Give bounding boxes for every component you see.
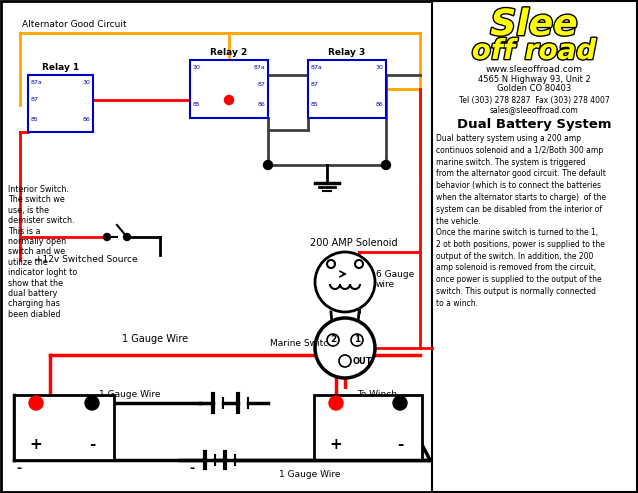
Text: 87: 87 bbox=[311, 82, 319, 87]
Text: 30: 30 bbox=[82, 80, 90, 85]
Circle shape bbox=[29, 396, 43, 410]
Circle shape bbox=[355, 260, 363, 268]
Text: OUT: OUT bbox=[353, 356, 373, 365]
Text: Golden CO 80403: Golden CO 80403 bbox=[497, 84, 571, 93]
Text: 86: 86 bbox=[82, 117, 90, 122]
Circle shape bbox=[351, 334, 363, 346]
Text: 30: 30 bbox=[193, 65, 201, 70]
Text: To Winch: To Winch bbox=[357, 390, 397, 399]
Text: Alternator Good Circuit: Alternator Good Circuit bbox=[22, 20, 126, 29]
Circle shape bbox=[327, 334, 339, 346]
Text: 87a: 87a bbox=[253, 65, 265, 70]
Circle shape bbox=[103, 234, 110, 241]
Circle shape bbox=[329, 396, 343, 410]
Text: Dual Battery System: Dual Battery System bbox=[457, 118, 611, 131]
Text: Relay 3: Relay 3 bbox=[329, 48, 366, 57]
Text: Relay 2: Relay 2 bbox=[211, 48, 248, 57]
Text: Slee: Slee bbox=[491, 8, 577, 42]
Text: 1 Gauge Wire: 1 Gauge Wire bbox=[100, 390, 161, 399]
Circle shape bbox=[124, 234, 131, 241]
Circle shape bbox=[225, 96, 234, 105]
FancyBboxPatch shape bbox=[432, 1, 637, 492]
Circle shape bbox=[382, 161, 390, 170]
FancyBboxPatch shape bbox=[14, 395, 114, 460]
Text: 85: 85 bbox=[311, 102, 319, 107]
Text: Once the marine switch is turned to the 1,
2 ot both positions, power is supplie: Once the marine switch is turned to the … bbox=[436, 228, 605, 308]
Text: 1 Gauge Wire: 1 Gauge Wire bbox=[122, 334, 188, 344]
Text: 87a: 87a bbox=[31, 80, 43, 85]
Circle shape bbox=[339, 355, 351, 367]
Text: 6 Gauge
wire: 6 Gauge wire bbox=[376, 270, 414, 289]
Text: 30: 30 bbox=[375, 65, 383, 70]
FancyBboxPatch shape bbox=[314, 395, 422, 460]
Text: 86: 86 bbox=[257, 102, 265, 107]
Text: +: + bbox=[29, 437, 42, 452]
Text: 4565 N Highway 93, Unit 2: 4565 N Highway 93, Unit 2 bbox=[478, 75, 590, 84]
Text: 2: 2 bbox=[330, 336, 336, 345]
Text: Relay 1: Relay 1 bbox=[42, 63, 79, 72]
FancyBboxPatch shape bbox=[190, 60, 268, 118]
Text: Dual battery system using a 200 amp
continuos solenoid and a 1/2/Both 300 amp
ma: Dual battery system using a 200 amp cont… bbox=[436, 134, 606, 226]
Text: Marine Switch: Marine Switch bbox=[270, 339, 334, 348]
Text: Interior Switch.
The switch we
use, is the
demister switch.
This is a
normally o: Interior Switch. The switch we use, is t… bbox=[8, 185, 77, 319]
Text: -: - bbox=[190, 462, 195, 475]
FancyBboxPatch shape bbox=[28, 75, 93, 132]
Text: sales@sleeoffroad.com: sales@sleeoffroad.com bbox=[489, 105, 579, 114]
Circle shape bbox=[327, 260, 335, 268]
Text: 87a: 87a bbox=[311, 65, 323, 70]
Text: off road: off road bbox=[472, 37, 596, 65]
Text: 200 AMP Solenoid: 200 AMP Solenoid bbox=[310, 238, 397, 248]
Text: 1: 1 bbox=[354, 336, 360, 345]
Text: 85: 85 bbox=[31, 117, 39, 122]
Text: 87: 87 bbox=[31, 97, 39, 102]
Text: -: - bbox=[16, 462, 21, 475]
Text: -: - bbox=[89, 437, 95, 452]
Circle shape bbox=[315, 252, 375, 312]
Circle shape bbox=[315, 318, 375, 378]
Circle shape bbox=[263, 161, 272, 170]
Text: 1 Gauge Wire: 1 Gauge Wire bbox=[279, 470, 341, 479]
Text: Tel (303) 278 8287  Fax (303) 278 4007: Tel (303) 278 8287 Fax (303) 278 4007 bbox=[459, 96, 609, 105]
FancyBboxPatch shape bbox=[308, 60, 386, 118]
Circle shape bbox=[393, 396, 407, 410]
Text: +12v Switched Source: +12v Switched Source bbox=[35, 255, 138, 264]
Text: www.sleeoffroad.com: www.sleeoffroad.com bbox=[486, 65, 582, 74]
Text: 86: 86 bbox=[375, 102, 383, 107]
Text: 87: 87 bbox=[257, 82, 265, 87]
Text: +: + bbox=[330, 437, 343, 452]
Text: -: - bbox=[397, 437, 403, 452]
Circle shape bbox=[85, 396, 99, 410]
Text: 85: 85 bbox=[193, 102, 201, 107]
